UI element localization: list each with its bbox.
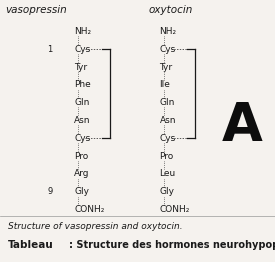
Text: Cys: Cys [160,45,176,54]
Text: Gly: Gly [74,187,89,196]
Text: Tableau: Tableau [8,240,54,250]
Text: Pro: Pro [160,152,174,161]
Text: vasopressin: vasopressin [5,6,67,15]
Text: Gln: Gln [74,98,90,107]
Text: Gly: Gly [160,187,175,196]
Text: 1: 1 [47,45,52,54]
Text: Leu: Leu [160,170,176,178]
Text: Tyr: Tyr [160,63,173,72]
Text: Structure of vasopressin and oxytocin.: Structure of vasopressin and oxytocin. [8,222,183,231]
Text: NH₂: NH₂ [74,27,91,36]
Text: Arg: Arg [74,170,90,178]
Text: CONH₂: CONH₂ [74,205,104,214]
Text: : Structure des hormones neurohypophysaires.: : Structure des hormones neurohypophysai… [69,240,275,250]
Text: Phe: Phe [74,80,91,89]
Text: Asn: Asn [74,116,91,125]
Text: oxytocin: oxytocin [148,6,193,15]
Text: Ile: Ile [160,80,170,89]
Text: Cys: Cys [74,45,90,54]
Text: NH₂: NH₂ [160,27,177,36]
Text: Cys: Cys [160,134,176,143]
Text: Asn: Asn [160,116,176,125]
Text: Cys: Cys [74,134,90,143]
Text: 9: 9 [47,187,52,196]
Text: Gln: Gln [160,98,175,107]
Text: Pro: Pro [74,152,89,161]
Text: CONH₂: CONH₂ [160,205,190,214]
Text: Tyr: Tyr [74,63,87,72]
Text: A: A [222,100,262,152]
